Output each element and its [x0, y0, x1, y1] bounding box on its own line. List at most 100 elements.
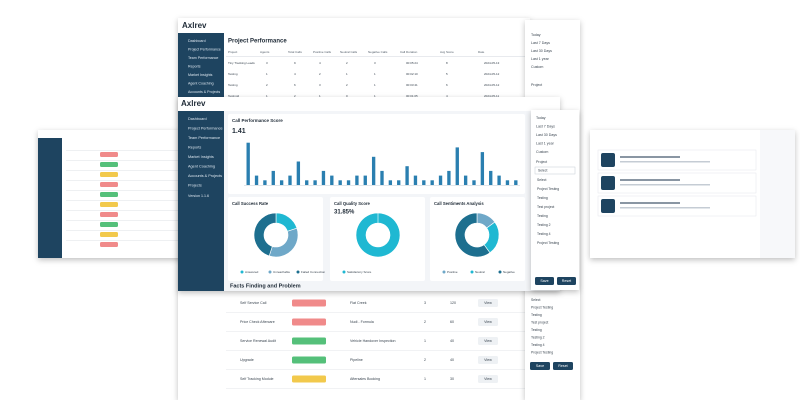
- table-cell: 6: [446, 83, 448, 87]
- donut-card: [228, 197, 323, 281]
- left-badge: [100, 232, 118, 237]
- issue-duration: 60: [450, 320, 454, 324]
- left-row: [66, 210, 196, 211]
- project-select: [534, 166, 576, 175]
- right-card: [597, 195, 757, 217]
- bar: [355, 175, 359, 185]
- filter-option: Last 30 Days: [531, 49, 552, 53]
- filter-option: Today: [536, 116, 546, 120]
- issue-area: Flat Creek: [350, 301, 367, 305]
- table-cell: 6: [294, 83, 296, 87]
- save-button: [535, 277, 554, 285]
- nav-item: Project Performance: [188, 47, 221, 51]
- right-line: [620, 156, 680, 158]
- issue-line: [226, 388, 526, 389]
- project-option: Testing 4: [531, 343, 545, 347]
- table-cell: 1: [319, 94, 321, 98]
- reset-button: [557, 277, 576, 285]
- nav-item: Accounts & Projects: [188, 174, 222, 178]
- filter-option: Last 30 Days: [536, 133, 557, 137]
- table-cell: 5: [446, 72, 448, 76]
- left-row: [66, 220, 196, 221]
- issue-duration: 30: [450, 377, 454, 381]
- view-label: View: [484, 339, 492, 343]
- table-cell: 4: [446, 94, 448, 98]
- right-icon: [601, 153, 615, 167]
- donut-card: [430, 197, 525, 281]
- issue-line: [226, 350, 526, 351]
- filter-option: Last 1 year: [531, 57, 550, 61]
- view-button: [478, 375, 498, 383]
- bar: [313, 180, 317, 185]
- view-label: View: [484, 358, 492, 362]
- legend-label: Neutral: [475, 270, 485, 274]
- issue-area: Pipeline: [350, 358, 363, 362]
- legend-dot: [470, 270, 474, 274]
- right-card: [597, 149, 757, 171]
- project-option: Testing: [537, 214, 548, 218]
- issue-badge: [292, 299, 326, 307]
- issue-name: Service Renewal Audit: [240, 339, 276, 343]
- table-cell: 1: [374, 72, 376, 76]
- table-cell: 1: [266, 72, 268, 76]
- table-cell: 2024-05-12: [484, 72, 500, 76]
- table-header: Agents: [260, 50, 270, 54]
- nav-item: Project Performance: [188, 127, 223, 131]
- bar: [296, 161, 301, 185]
- left-row: [66, 190, 196, 191]
- project-option: Testing: [537, 196, 548, 200]
- table-cell: 2: [266, 83, 268, 87]
- left-row: [66, 150, 196, 151]
- front-sidebar: [178, 111, 224, 291]
- bar: [455, 147, 459, 185]
- bar: [254, 175, 259, 185]
- donut-segment: [253, 212, 277, 257]
- project-option: Select: [537, 178, 546, 182]
- project-option: Testing 2: [531, 335, 545, 339]
- right-line: [620, 207, 710, 209]
- left-badge: [100, 242, 118, 247]
- front-logo: Axlrev: [181, 99, 206, 108]
- bar: [447, 170, 451, 185]
- left-badge: [100, 162, 118, 167]
- axis-line: [244, 185, 520, 186]
- table-cell: 4: [319, 61, 321, 65]
- right-line: [620, 184, 710, 186]
- issue-count: 1: [424, 377, 426, 381]
- table-cell: Testing2: [228, 94, 240, 98]
- legend-dot: [498, 270, 502, 274]
- issue-area: Vehicle Handover Inspection: [350, 339, 396, 343]
- issue-line: [226, 331, 526, 332]
- left-badge: [100, 152, 118, 157]
- table-header: Call Duration: [400, 50, 418, 54]
- issue-name: Price Check Aftercare: [240, 320, 275, 324]
- nav-item: Market Insights: [188, 73, 213, 77]
- nav-item: Team Performance: [188, 56, 218, 60]
- table-cell: 1: [374, 83, 376, 87]
- bar: [397, 180, 401, 185]
- table-header: Neutral Calls: [340, 50, 358, 54]
- project-option: Test project: [531, 320, 548, 324]
- legend-label: Unreachable: [273, 270, 290, 274]
- table-header: Total Calls: [288, 50, 302, 54]
- left-row: [66, 160, 196, 161]
- right-line: [620, 179, 680, 181]
- table-header: Positive Calls: [313, 50, 332, 54]
- nav-item: Reports: [188, 64, 201, 68]
- left-row: [66, 240, 196, 241]
- view-label: View: [484, 301, 492, 305]
- project-option: Project Testing: [531, 350, 553, 354]
- project-option: Project Testing: [531, 305, 553, 309]
- legend-dot: [342, 270, 346, 274]
- right-icon: [601, 199, 615, 213]
- table-cell: 4: [294, 72, 296, 76]
- reset-label: Reset: [558, 364, 567, 368]
- table-cell: 1: [374, 94, 376, 98]
- issue-area: Nudi - Formula: [350, 320, 374, 324]
- legend-dot: [268, 270, 272, 274]
- project-option: Testing: [531, 328, 542, 332]
- table-cell: 1: [266, 94, 268, 98]
- table-header: Negative Calls: [368, 50, 388, 54]
- section-title: Facts Finding and Problem: [230, 283, 301, 289]
- table-cell: 2: [294, 94, 296, 98]
